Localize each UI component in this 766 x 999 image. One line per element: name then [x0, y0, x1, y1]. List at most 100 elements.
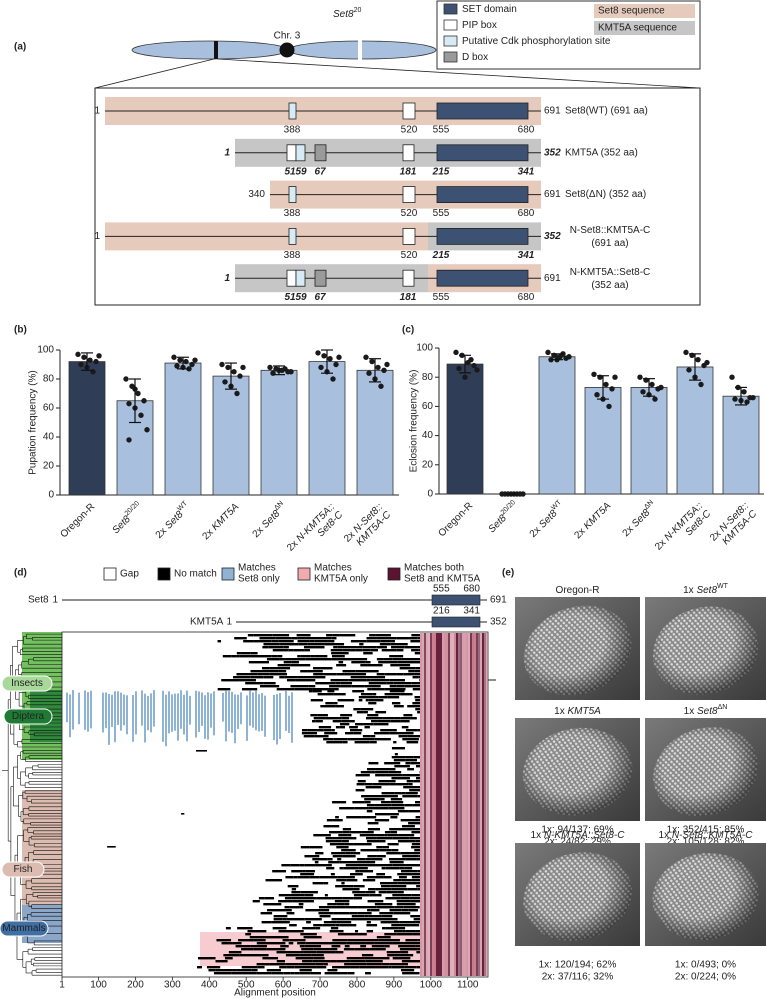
alignment-cell [331, 945, 341, 948]
alignment-cell [339, 924, 353, 927]
alignment-cell [346, 816, 362, 819]
alignment-cell [332, 939, 348, 942]
alignment-cell [391, 702, 401, 705]
alignment-cell [282, 939, 290, 942]
alignment-cell [401, 726, 409, 729]
alignment-cell [361, 939, 379, 942]
alignment-cell [315, 963, 324, 966]
alignment-cell [395, 783, 409, 786]
eye-shade [653, 727, 758, 817]
alignment-cell [217, 640, 221, 643]
alignment-cell [305, 942, 324, 945]
y-tick-label: 80 [43, 374, 55, 385]
alignment-cell [384, 688, 406, 691]
eclosion-count: 1x: 94/137; 69% [541, 825, 613, 836]
alignment-cell [376, 646, 387, 649]
alignment-cell [319, 915, 331, 918]
alignment-cell [389, 909, 402, 912]
alignment-cell [304, 894, 314, 897]
alignment-cell [277, 664, 291, 667]
set-domain [431, 594, 481, 606]
alignment-cell [342, 741, 348, 744]
data-point [612, 374, 618, 380]
alignment-cell [318, 912, 334, 915]
alignment-cell [407, 705, 420, 708]
alignment-cell [239, 655, 260, 658]
alignment-cell [198, 691, 200, 733]
data-point [369, 358, 375, 365]
x-tick-label: 2x KMT5A [200, 501, 241, 542]
alignment-cell [222, 692, 224, 722]
alignment-cell [397, 891, 404, 894]
alignment-matrix [66, 633, 488, 976]
alignment-cell [233, 676, 251, 679]
alignment-cell [362, 649, 371, 652]
alignment-cell [268, 646, 284, 649]
x-tick-label: 400 [201, 980, 218, 991]
alignment-cell [372, 918, 382, 921]
alignment-cell [407, 852, 420, 855]
alignment-cell [278, 930, 285, 933]
image-title: 1x N-Set8::KMT5A-C [659, 830, 754, 841]
alignment-cell [283, 646, 289, 649]
alignment-cell [374, 738, 391, 741]
alignment-cell [297, 876, 310, 879]
alignment-cell [482, 633, 484, 976]
alignment-cell [286, 912, 295, 915]
alignment-cell [402, 825, 415, 828]
alignment-cell [366, 640, 381, 643]
alignment-cell [312, 637, 332, 640]
data-point [363, 354, 369, 360]
alignment-cell [289, 924, 297, 927]
alignment-cell [236, 673, 258, 676]
alignment-cell [258, 694, 260, 732]
alignment-cell [409, 924, 420, 927]
alignment-cell [345, 852, 351, 855]
legend-label: KMT5A sequence [598, 23, 677, 34]
alignment-cell [407, 735, 420, 738]
alignment-cell [299, 969, 312, 972]
text-span: Set8 [697, 706, 718, 717]
alignment-cell [325, 840, 342, 843]
alignment-cell [301, 948, 314, 951]
alignment-cell [317, 693, 334, 696]
alignment-cell [344, 945, 350, 948]
alignment-cell [406, 780, 414, 783]
alignment-cell [314, 861, 319, 864]
alignment-cell [375, 696, 379, 699]
alignment-cell [432, 633, 434, 976]
alignment-cell [448, 633, 450, 976]
alignment-cell [285, 909, 292, 912]
x-tick-label: 200 [127, 980, 144, 991]
alignment-cell [348, 933, 367, 936]
alignment-cell [225, 690, 227, 742]
alignment-cell [302, 927, 316, 930]
alignment-cell [330, 927, 339, 930]
domain-position: 388 [284, 125, 301, 136]
alignment-cell [180, 690, 182, 729]
alignment-cell [382, 846, 390, 849]
y-tick-label: 100 [416, 343, 433, 354]
alignment-cell [411, 894, 420, 897]
alignment-cell [279, 966, 287, 969]
alignment-cell [372, 693, 377, 696]
image-title: 1x Set8WT [683, 583, 729, 595]
alignment-cell [206, 966, 221, 969]
alignment-cell [341, 840, 349, 843]
legend-label: No match [174, 569, 217, 580]
alignment-cell [391, 646, 405, 649]
alignment-cell [288, 695, 290, 733]
alignment-cell [300, 873, 315, 876]
domain-position: 520 [401, 250, 418, 261]
legend-label: Set8 sequence [598, 6, 665, 17]
alignment-cell [390, 798, 403, 801]
alignment-cell [213, 691, 215, 736]
alignment-cell [366, 840, 386, 843]
alignment-cell [132, 695, 134, 742]
alignment-cell [364, 957, 379, 960]
alignment-cell [375, 711, 387, 714]
alignment-cell [357, 676, 374, 679]
alignment-cell [287, 885, 299, 888]
alignment-cell [402, 774, 420, 777]
clade-label: Insects [11, 678, 43, 689]
